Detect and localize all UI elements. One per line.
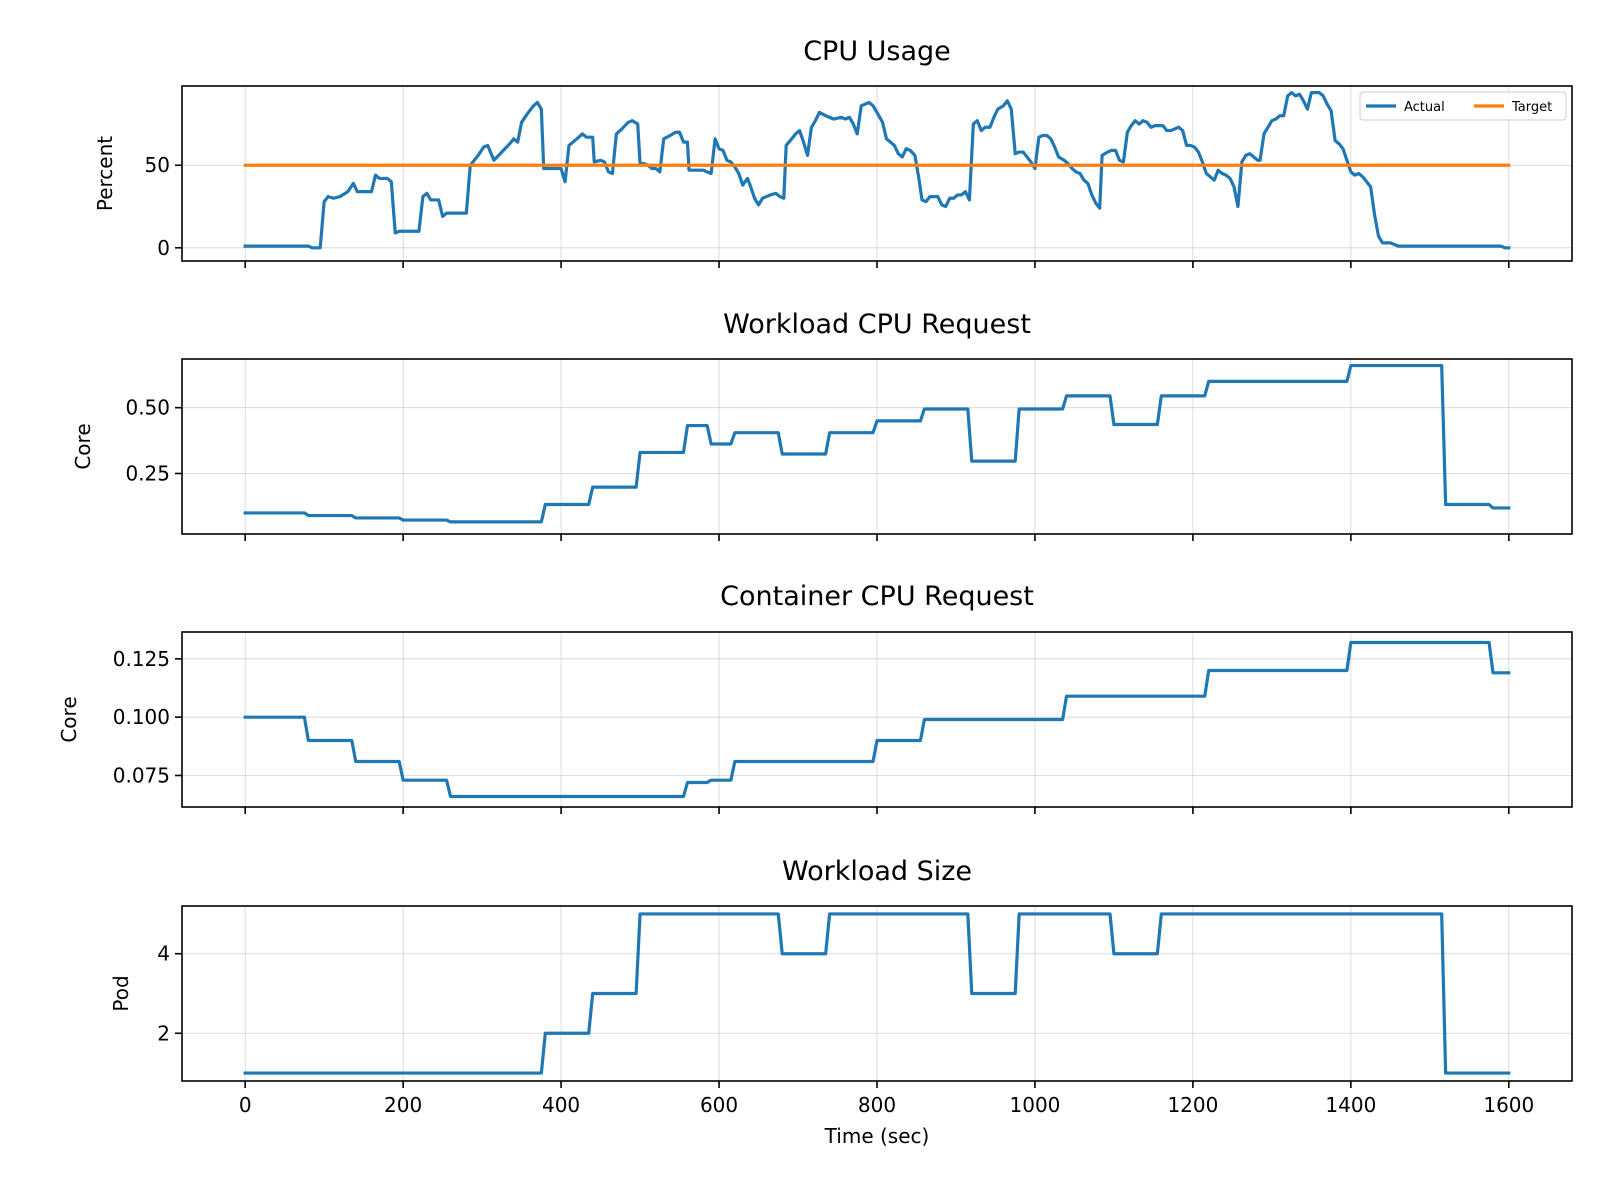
subplot-title: Container CPU Request [720, 581, 1034, 612]
y-tick-label: 0 [157, 236, 170, 260]
y-axis-label: Core [57, 696, 81, 742]
x-axis-label: Time (sec) [824, 1124, 930, 1148]
subplot-4: 2 4 0 200 400 600 800 1000 1200 1400 1600 Workload … [109, 856, 1573, 1148]
y-tick-label: 0.50 [125, 396, 170, 420]
x-tick-label: 1400 [1325, 1093, 1376, 1117]
series-line-value [243, 912, 1511, 1075]
legend-label: Target [1511, 100, 1552, 115]
y-tick-label: 0.100 [113, 705, 170, 729]
y-tick-label: 4 [157, 942, 170, 966]
series-line-actual [243, 91, 1511, 250]
x-tick-label: 1200 [1167, 1093, 1218, 1117]
legend-box [1359, 91, 1567, 121]
subplot-3: 0.075 0.100 0.125 Container CPU Request Core [57, 581, 1573, 814]
y-tick-label: 0.075 [113, 764, 170, 788]
legend: Actual Target [1359, 91, 1567, 121]
subplot-title: Workload Size [782, 856, 972, 887]
series-line-value [243, 363, 1511, 524]
x-tick-label: 200 [384, 1093, 422, 1117]
y-tick-label: 0.25 [125, 461, 170, 485]
series-line-value [243, 640, 1511, 799]
subplot-2: 0.25 0.50 Workload CPU Request Core [71, 309, 1573, 541]
subplot-title: CPU Usage [803, 36, 951, 67]
y-axis-label: Percent [93, 136, 117, 211]
y-tick-label: 0.125 [113, 647, 170, 671]
x-tick-label: 400 [542, 1093, 580, 1117]
x-tick-label: 1000 [1010, 1093, 1061, 1117]
x-tick-label: 600 [700, 1093, 738, 1117]
y-axis-label: Pod [109, 975, 133, 1011]
subplot-1: 0 50 CPU Usage Percent Actual Target [93, 36, 1573, 268]
y-tick-label: 2 [157, 1021, 170, 1045]
x-tick-label: 800 [858, 1093, 896, 1117]
y-tick-label: 50 [145, 153, 170, 177]
legend-label: Actual [1404, 100, 1445, 115]
subplot-title: Workload CPU Request [723, 309, 1031, 340]
x-tick-label: 1600 [1483, 1093, 1534, 1117]
y-axis-label: Core [71, 423, 95, 469]
x-tick-label: 0 [239, 1093, 252, 1117]
